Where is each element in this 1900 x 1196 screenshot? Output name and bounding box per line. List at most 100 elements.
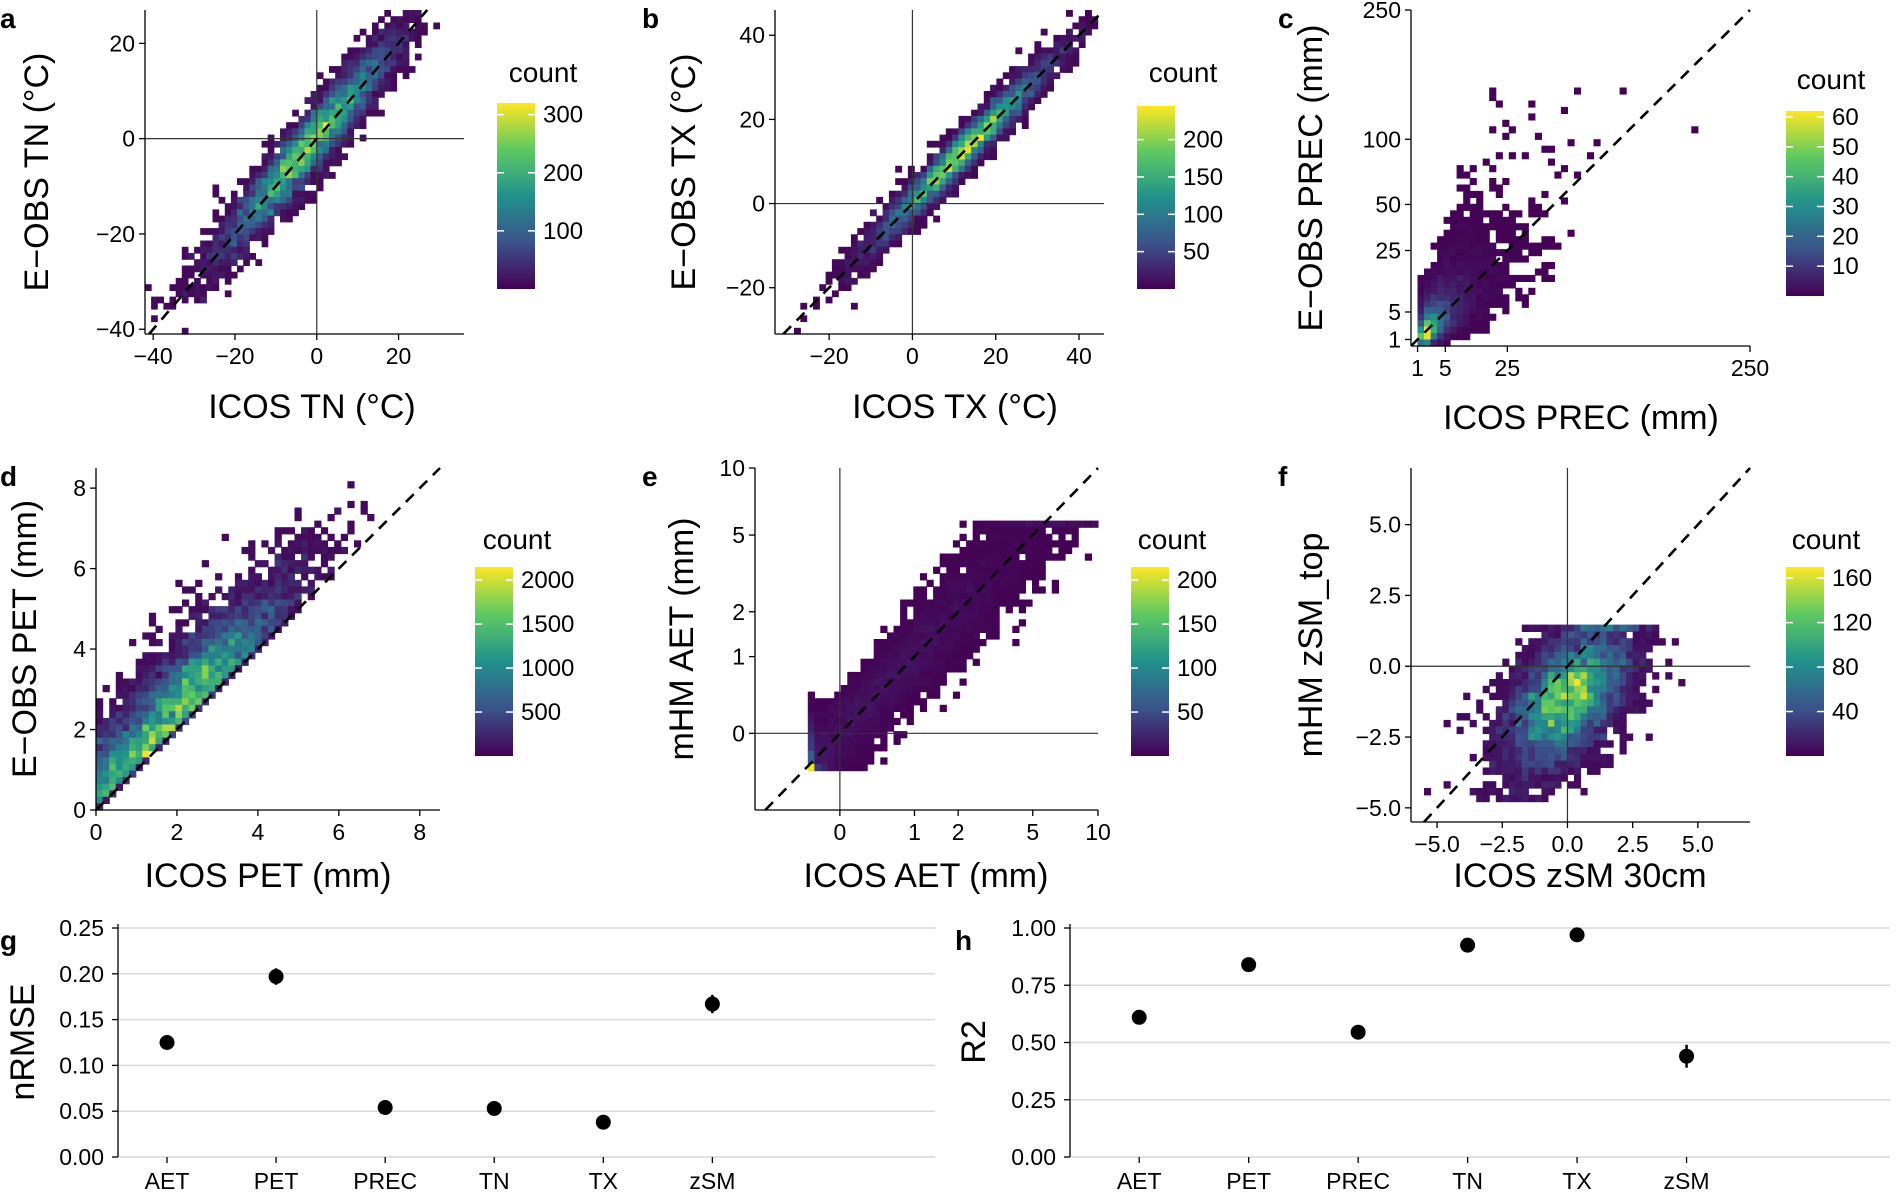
density-cell [195,639,203,647]
density-cell [195,612,203,620]
density-cell [335,153,342,161]
density-cell [414,28,422,36]
density-cell [860,737,868,745]
density-cell [926,671,934,680]
density-cell [316,147,324,154]
density-cell [148,711,157,719]
density-cell [996,91,1004,98]
density-cell [1502,307,1510,315]
density-cell [208,645,216,653]
density-cell [1587,713,1595,721]
density-cell [261,619,269,627]
density-cell [939,140,947,148]
density-cell [952,639,961,647]
density-cell [906,625,914,633]
density-cell [882,240,890,248]
density-cell [800,315,808,323]
density-cell [895,203,903,210]
density-cell [972,639,980,647]
density-cell [1489,294,1497,302]
density-cell [1443,326,1451,334]
density-cell [1619,706,1627,714]
density-cell [1560,713,1568,721]
density-cell [825,277,833,285]
density-cell [1463,274,1471,282]
density-cell [316,84,324,92]
density-cell [281,527,289,535]
density-cell [215,671,223,680]
x-tick-label: 6 [332,819,345,845]
density-cell [329,103,336,111]
density-cell [115,731,123,739]
density-cell [1521,274,1529,282]
density-cell [148,737,157,745]
density-cell [267,196,275,204]
density-cell [1534,249,1542,257]
density-cell [155,698,163,706]
density-cell [1567,713,1575,721]
density-cell [860,750,868,758]
density-cell [1058,546,1066,555]
density-cell [972,645,980,653]
density-cell [901,196,909,204]
density-cell [966,606,974,614]
density-cell [1639,651,1647,660]
density-cell [230,259,238,266]
density-cell [287,540,295,548]
density-cell [933,159,941,167]
x-axis-label: ICOS AET (mm) [804,857,1049,895]
density-cell [135,750,143,758]
colorbar-tick-label: 100 [1183,201,1223,228]
density-cell [230,228,238,235]
density-cell [1015,109,1023,117]
density-cell [1071,527,1079,535]
density-cell [1040,78,1048,86]
density-cell [853,704,862,712]
density-cell [261,606,269,614]
density-cell [408,34,416,42]
density-cell [1489,274,1497,282]
density-cell [347,128,355,136]
density-cell [1495,794,1503,803]
density-cell [1469,281,1477,289]
density-cell [834,698,842,706]
density-cell [151,296,158,304]
density-cell [959,586,967,594]
density-cell [933,645,941,653]
density-cell [122,770,130,778]
density-cell [1456,333,1464,341]
density-cell [1574,171,1582,179]
density-cell [1025,553,1033,561]
density-cell [115,704,123,712]
density-cell [1059,41,1067,48]
density-cell [1528,651,1536,660]
density-cell [920,203,928,210]
density-cell [1489,313,1497,321]
density-cell [287,546,295,555]
density-cell [292,128,299,136]
density-cell [248,639,256,647]
density-cell [926,209,934,217]
density-cell [372,78,379,86]
density-cell [212,284,220,291]
density-cell [182,685,190,693]
density-cell [353,72,361,80]
density-cell [1456,326,1464,334]
density-cell [814,717,822,726]
density-cell [1619,631,1627,639]
density-cell [1495,274,1503,282]
density-cell [977,134,985,142]
density-cell [1593,719,1601,728]
density-cell [96,757,104,765]
density-cell [1521,794,1529,803]
density-cell [1005,520,1013,528]
density-cell [1009,109,1016,117]
density-cell [840,691,848,699]
density-cell [273,196,281,204]
density-cell [142,737,150,745]
density-cell [901,203,909,210]
y-tick-label: −5.0 [1356,795,1401,821]
density-cell [287,566,295,574]
density-cell [301,573,309,581]
